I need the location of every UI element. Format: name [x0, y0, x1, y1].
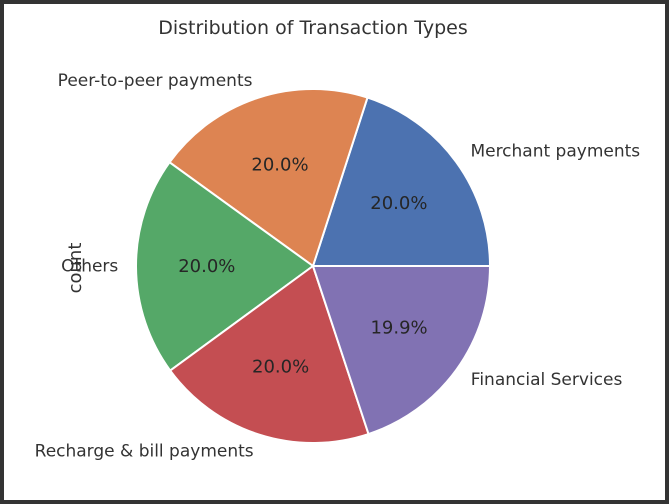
- category-label-recharge-and-bill-payments: Recharge & bill payments: [35, 441, 254, 461]
- percent-label-merchant-payments: 20.0%: [370, 193, 427, 214]
- pie-slice-financial-services: [311, 265, 492, 436]
- percent-label-others: 20.0%: [178, 256, 235, 277]
- percent-labels: 20.0% 20.0% 20.0% 20.0% 19.9%: [178, 155, 427, 378]
- pie-slice-merchant-payments: [311, 96, 492, 267]
- y-axis-label: count: [65, 243, 86, 294]
- pie-slices: [135, 88, 492, 444]
- category-label-peer-to-peer-payments: Peer-to-peer payments: [58, 71, 253, 91]
- percent-label-financial-services: 19.9%: [370, 318, 427, 339]
- chart-title: Distribution of Transaction Types: [158, 17, 468, 39]
- percent-label-peer-to-peer-payments: 20.0%: [251, 155, 308, 176]
- pie-slice-recharge-and-bill-payments: [168, 264, 370, 444]
- percent-label-recharge-and-bill-payments: 20.0%: [252, 357, 309, 378]
- pie-slice-peer-to-peer-payments: [168, 88, 369, 268]
- category-label-others: Others: [61, 257, 118, 277]
- category-label-financial-services: Financial Services: [471, 370, 623, 390]
- pie-slice-others: [135, 160, 315, 372]
- category-label-merchant-payments: Merchant payments: [470, 141, 640, 161]
- category-labels: Merchant payments Peer-to-peer payments Ot…: [35, 71, 641, 461]
